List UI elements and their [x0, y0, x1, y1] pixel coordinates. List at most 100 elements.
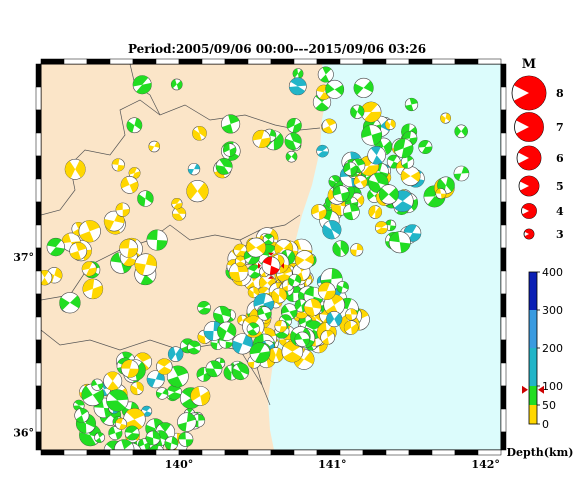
- focal-mechanism: [130, 381, 144, 396]
- focal-mechanism: [114, 439, 135, 450]
- focal-mechanism: [303, 298, 322, 317]
- focal-mechanism: [403, 224, 422, 242]
- focal-mechanism: [343, 161, 358, 176]
- main-event-marker: [258, 252, 284, 279]
- depth-tick-label: 50: [542, 399, 556, 412]
- focal-mechanism: [111, 158, 125, 172]
- depth-scale: 400 300 200 100 50 0 Depth(km): [507, 266, 574, 459]
- focal-mechanism: [94, 432, 105, 443]
- focal-mechanism: [393, 138, 414, 159]
- focal-mechanism: [197, 300, 211, 315]
- epicenter-arrow-icon: [268, 252, 274, 256]
- focal-mechanism: [311, 204, 327, 220]
- magnitude-legend-title: M: [522, 57, 536, 72]
- focal-mechanism: [317, 282, 336, 301]
- focal-mechanism: [145, 430, 161, 446]
- magnitude-legend: M 8 7 6 5 4 3: [511, 57, 564, 241]
- magnitude-legend-item: 3: [523, 228, 564, 241]
- focal-mechanism: [115, 202, 130, 217]
- depth-marker-left-icon: [522, 385, 528, 394]
- focal-mechanism: [132, 75, 152, 95]
- focal-mechanism: [388, 231, 411, 254]
- magnitude-label: 7: [556, 121, 564, 134]
- focal-mechanism: [350, 104, 365, 119]
- longitude-label: 140°: [165, 458, 193, 471]
- focal-mechanism: [234, 255, 247, 267]
- focal-mechanism: [231, 333, 254, 355]
- focal-mechanism: [124, 425, 140, 441]
- longitude-label: 141°: [318, 458, 346, 471]
- epicenter-arrow-icon: [281, 262, 284, 269]
- focal-mechanism: [343, 203, 360, 221]
- focal-mechanism: [294, 331, 310, 347]
- focal-mechanism: [454, 124, 468, 139]
- focal-mechanism: [81, 261, 97, 277]
- focal-mechanism: [400, 155, 415, 169]
- magnitude-legend-item: 5: [518, 175, 564, 197]
- map-area: [41, 64, 501, 450]
- focal-mechanism: [119, 238, 139, 258]
- focal-mechanism: [137, 190, 154, 207]
- focal-mechanism: [78, 220, 101, 243]
- focal-mechanism: [322, 220, 342, 240]
- focal-mechanism: [453, 165, 470, 182]
- focal-mechanism: [378, 184, 399, 205]
- depth-marker-right-icon: [538, 385, 544, 394]
- focal-mechanism: [367, 146, 386, 165]
- focal-mechanism: [221, 114, 241, 134]
- focal-mechanism: [247, 264, 262, 279]
- depth-tick-label: 400: [542, 266, 563, 279]
- focal-mechanism: [217, 321, 237, 341]
- focal-mechanism: [120, 176, 139, 194]
- focal-mechanism: [231, 362, 250, 381]
- focal-mechanism: [257, 306, 272, 321]
- focal-mechanism: [404, 97, 419, 112]
- depth-color-band: [529, 272, 537, 310]
- focal-mechanism: [171, 198, 183, 210]
- focal-mechanism: [288, 77, 307, 96]
- main-event-mechanism: [261, 256, 281, 276]
- focal-mechanism: [252, 129, 271, 149]
- focal-mechanism: [187, 162, 201, 176]
- focal-mechanism: [400, 166, 421, 187]
- focal-mechanism: [69, 242, 88, 260]
- depth-color-band: [529, 386, 537, 405]
- focal-mechanism: [321, 118, 337, 134]
- focal-mechanism: [228, 262, 249, 282]
- focal-mechanism: [368, 205, 383, 219]
- focal-mechanism: [268, 347, 284, 363]
- frame-border: [35, 58, 507, 456]
- map-title: Period:2005/09/06 00:00---2015/09/06 03:…: [128, 42, 426, 56]
- latitude-labels: 37° 36°: [13, 251, 34, 439]
- depth-tick-label: 200: [542, 342, 563, 355]
- magnitude-label: 4: [556, 205, 564, 218]
- focal-mechanism: [82, 278, 104, 300]
- focal-mechanism: [271, 287, 287, 304]
- depth-color-band: [529, 348, 537, 386]
- focal-mechanism: [187, 340, 201, 355]
- focal-mechanism: [215, 158, 233, 175]
- focal-mechanism: [166, 365, 189, 388]
- epicenter-arrow-icon: [258, 262, 261, 269]
- focal-mechanism: [106, 389, 129, 412]
- magnitude-legend-item: 8: [511, 75, 564, 111]
- focal-mechanism: [164, 436, 179, 450]
- focal-mechanism: [435, 188, 447, 200]
- focal-mechanism: [246, 322, 260, 336]
- focal-mechanism: [148, 140, 161, 153]
- focal-mechanism: [332, 185, 350, 202]
- focal-mechanism: [294, 250, 315, 270]
- magnitude-label: 6: [556, 152, 564, 165]
- focal-mechanism: [178, 431, 194, 447]
- focal-mechanism: [172, 206, 187, 221]
- focal-mechanism: [190, 386, 211, 406]
- focal-mechanism: [343, 320, 359, 335]
- latitude-label: 36°: [13, 426, 34, 439]
- longitude-labels: 140° 141° 142°: [165, 458, 500, 471]
- focal-mechanism: [108, 426, 123, 441]
- focal-mechanism: [186, 179, 209, 203]
- focal-mechanism: [213, 305, 231, 324]
- focal-mechanism: [368, 172, 389, 194]
- magnitude-label: 8: [556, 87, 564, 100]
- focal-mechanism: [345, 308, 358, 321]
